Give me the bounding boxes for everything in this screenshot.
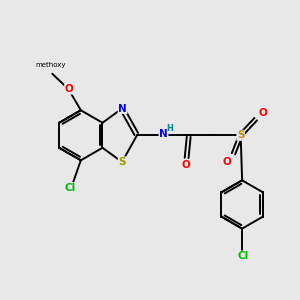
Text: S: S	[237, 130, 244, 140]
Text: S: S	[118, 157, 126, 167]
Text: Cl: Cl	[64, 183, 76, 193]
Text: N: N	[118, 103, 127, 114]
Text: N: N	[159, 129, 168, 140]
Text: Cl: Cl	[237, 251, 248, 261]
Text: O: O	[259, 109, 267, 118]
Text: O: O	[222, 157, 231, 167]
Text: methoxy: methoxy	[35, 62, 66, 68]
Text: O: O	[182, 160, 190, 170]
Text: O: O	[65, 84, 74, 94]
Text: H: H	[166, 124, 173, 133]
